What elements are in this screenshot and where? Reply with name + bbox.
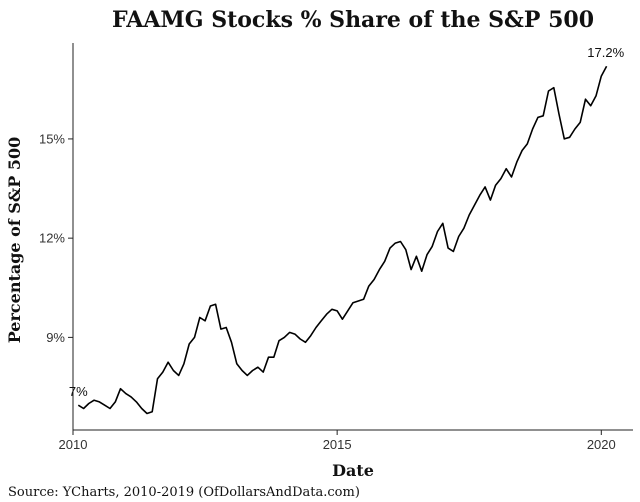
source-note: Source: YCharts, 2010-2019 (OfDollarsAnd… [8,485,360,500]
x-tick-label: 2015 [323,437,352,452]
y-axis-title: Percentage of S&P 500 [5,137,24,344]
y-tick-label: 12% [39,231,65,246]
x-tick-label: 2010 [59,437,88,452]
y-ticks: 9% 12% 15% [39,131,73,345]
annotation-label: 17.2% [587,45,624,60]
annotations: 7% 17.2% [69,45,625,399]
x-ticks: 2010 2015 2020 [59,430,616,452]
series-line [77,65,608,415]
annotation-label: 7% [69,384,88,399]
x-tick-label: 2020 [587,437,616,452]
x-axis-title: Date [332,461,374,480]
chart-title: FAAMG Stocks % Share of the S&P 500 [112,7,594,33]
y-tick-label: 9% [46,330,65,345]
y-tick-label: 15% [39,131,65,146]
